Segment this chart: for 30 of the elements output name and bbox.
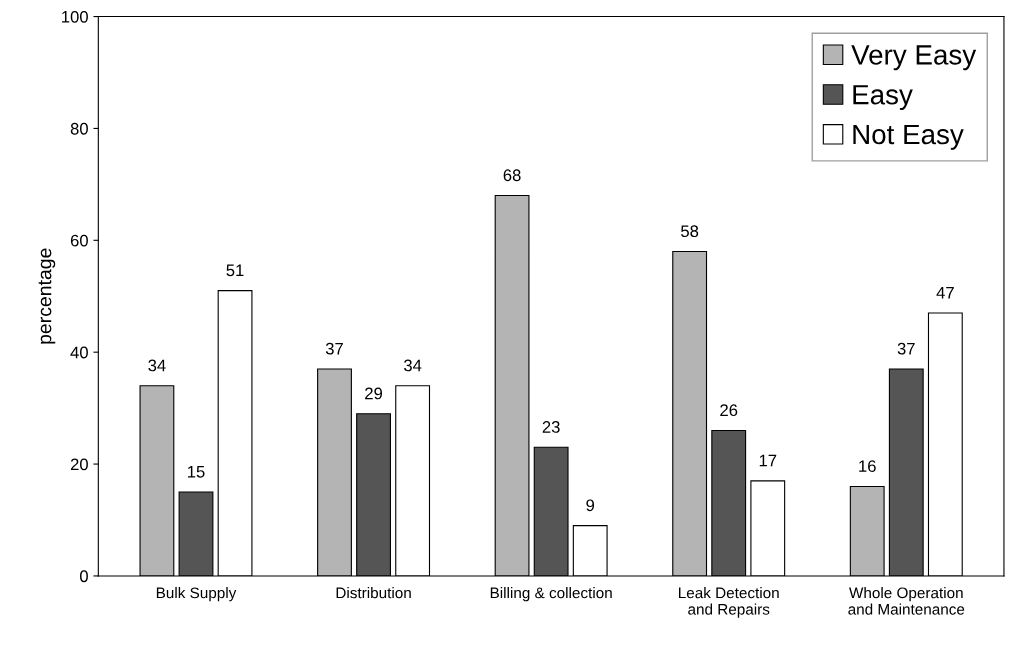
y-tick-label: 80 [70,122,88,135]
x-tick-label: Billing & collection [490,587,612,602]
data-label: 16 [859,460,876,473]
legend-label: Very Easy [851,45,977,71]
x-tick-label: Leak Detection and Repairs [679,587,779,618]
data-label: 68 [503,169,521,182]
data-label: 58 [681,225,699,238]
data-label: 34 [148,359,166,372]
data-label: 17 [759,454,777,467]
legend-label: Easy [853,85,913,110]
data-label: 37 [897,342,915,355]
y-tick-label: 40 [70,346,88,359]
y-tick-label: 0 [79,570,88,583]
data-label: 15 [187,466,205,478]
x-tick-label: Distribution [336,587,411,599]
data-label: 34 [404,359,422,372]
data-label: 9 [586,499,595,512]
y-tick-label: 20 [70,458,88,471]
y-tick-label: 60 [70,234,88,247]
legend-label: Not Easy [853,124,964,150]
data-label: 23 [542,421,560,433]
y-tick-label: 100 [62,10,88,23]
data-label: 51 [226,264,244,277]
x-tick-label: Whole Operation and Maintenance [848,587,965,615]
data-label: 29 [365,387,383,400]
data-label: 47 [936,286,954,299]
y-axis-title: percentage [38,248,56,344]
x-tick-label: Bulk Supply [156,587,237,602]
data-label: 26 [720,404,738,417]
data-label: 37 [325,342,343,355]
